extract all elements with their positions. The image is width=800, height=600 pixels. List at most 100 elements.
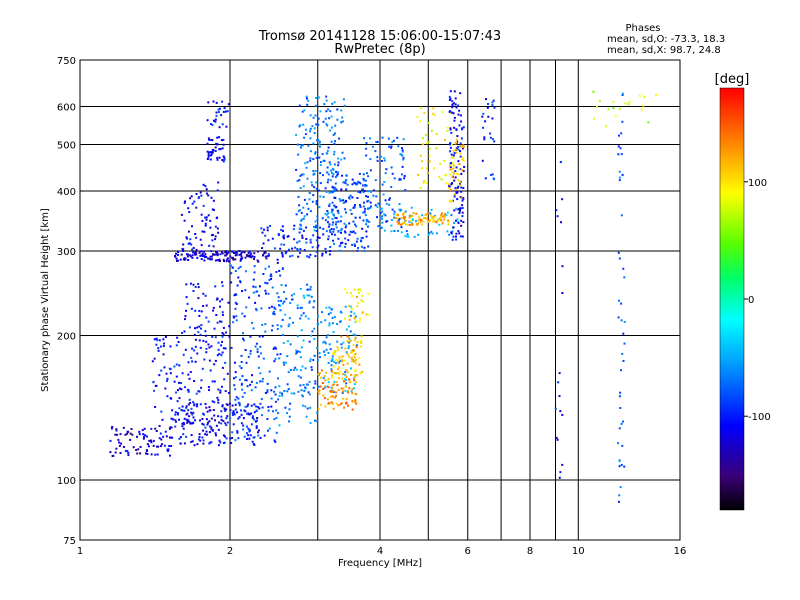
data-point [324,385,327,388]
data-point [216,252,219,255]
data-point [379,225,382,228]
data-point [313,132,316,134]
data-point [295,213,298,216]
data-point [323,397,326,400]
data-point [358,288,361,291]
data-point [277,233,280,236]
data-point [426,142,429,145]
data-point [137,448,140,451]
data-point [302,339,305,342]
data-point [410,223,413,226]
data-point [325,371,327,374]
data-point [356,197,359,199]
data-point [404,210,407,213]
data-point [333,188,336,191]
data-point [326,166,329,169]
data-point [324,219,327,222]
data-point [462,126,465,129]
data-point [419,186,422,189]
data-point [406,235,409,238]
data-point [312,194,315,197]
data-point [193,404,196,407]
data-point [274,441,277,443]
data-point [253,403,256,406]
data-point [267,253,270,255]
data-point [295,349,298,352]
data-points [109,90,658,503]
data-point [330,389,333,392]
data-point [221,366,224,369]
data-point [316,420,319,423]
data-point [326,385,329,388]
data-point [358,181,361,184]
data-point [444,173,447,176]
data-point [369,201,372,204]
data-point [335,221,338,224]
data-point [326,124,329,127]
data-point [224,390,227,393]
data-point [309,422,312,424]
data-point [233,252,235,254]
data-point [204,185,207,188]
data-point [455,232,458,235]
data-point [223,378,226,381]
data-point [352,354,355,357]
data-point [217,444,220,447]
data-point [256,419,258,422]
data-point [343,406,346,409]
data-point [400,173,403,176]
data-point [453,179,456,182]
data-point [366,313,369,316]
data-point [624,102,627,105]
x-tick-label: 4 [377,546,383,557]
data-point [270,275,273,278]
data-point [383,213,386,216]
data-point [344,305,347,308]
data-point [336,174,339,177]
data-point [347,239,350,242]
data-point [344,371,347,374]
data-point [226,372,229,375]
data-point [322,227,325,230]
data-point [160,443,163,446]
data-point [324,379,327,382]
data-point [280,243,283,246]
data-point [299,223,302,226]
data-point [214,359,217,362]
data-point [200,327,202,330]
data-point [204,433,207,436]
data-point [197,438,200,441]
data-point [392,139,395,142]
data-point [326,210,329,212]
data-point [246,255,249,258]
data-point [170,397,173,400]
data-point [234,388,237,391]
data-point [252,291,255,294]
data-point [242,332,244,335]
data-point [177,259,179,262]
data-point [221,159,224,161]
data-point [423,180,426,182]
data-point [206,142,209,145]
data-point [202,423,205,426]
data-point [348,378,351,381]
data-point [456,135,459,137]
data-point [201,436,204,439]
y-axis-label: Stationary phase Virtual Height [km] [40,208,51,392]
data-point [456,208,459,211]
data-point [245,361,248,364]
data-point [245,306,248,309]
data-point [617,316,620,319]
data-point [462,187,465,189]
data-point [146,443,149,446]
data-point [336,118,339,121]
data-point [261,380,264,383]
data-point [448,185,451,188]
data-point [205,351,208,354]
data-point [489,132,492,135]
data-point [333,353,336,356]
data-point [114,451,117,454]
data-point [190,356,193,359]
data-point [181,372,184,375]
data-point [225,251,228,254]
